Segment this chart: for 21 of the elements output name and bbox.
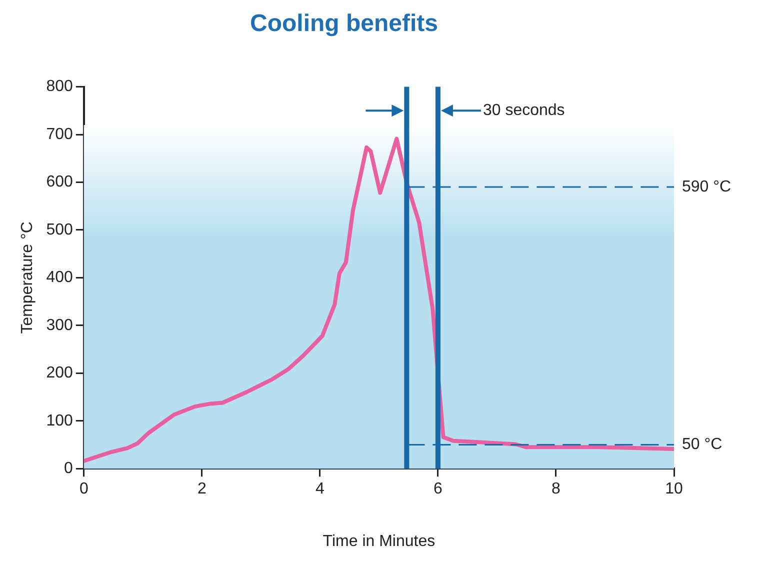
y-tick-label: 0 [64, 460, 73, 478]
x-tick-label: 2 [197, 480, 206, 498]
y-tick-label: 500 [46, 221, 73, 238]
ref-line-label: 590 °C [682, 178, 732, 196]
y-tick-label: 600 [46, 174, 73, 191]
x-tick-label: 0 [79, 480, 88, 498]
y-axis-title: Temperature °C [19, 222, 36, 334]
x-tick-label: 10 [665, 480, 683, 498]
x-axis-title: Time in Minutes [322, 532, 436, 550]
chart-title: Cooling benefits [250, 10, 438, 38]
y-tick-label: 400 [46, 269, 73, 286]
y-tick-label: 200 [46, 364, 73, 382]
ref-line-label: 50 °C [682, 436, 722, 454]
y-tick-label: 300 [46, 316, 73, 334]
x-tick-label: 4 [315, 480, 324, 498]
y-tick-label: 100 [46, 412, 73, 430]
annotation: 30 seconds [482, 102, 565, 120]
y-tick-label: 700 [46, 126, 73, 143]
y-tick-label: 800 [46, 78, 73, 96]
x-tick-label: 8 [552, 480, 561, 498]
x-tick-label: 6 [434, 480, 443, 498]
